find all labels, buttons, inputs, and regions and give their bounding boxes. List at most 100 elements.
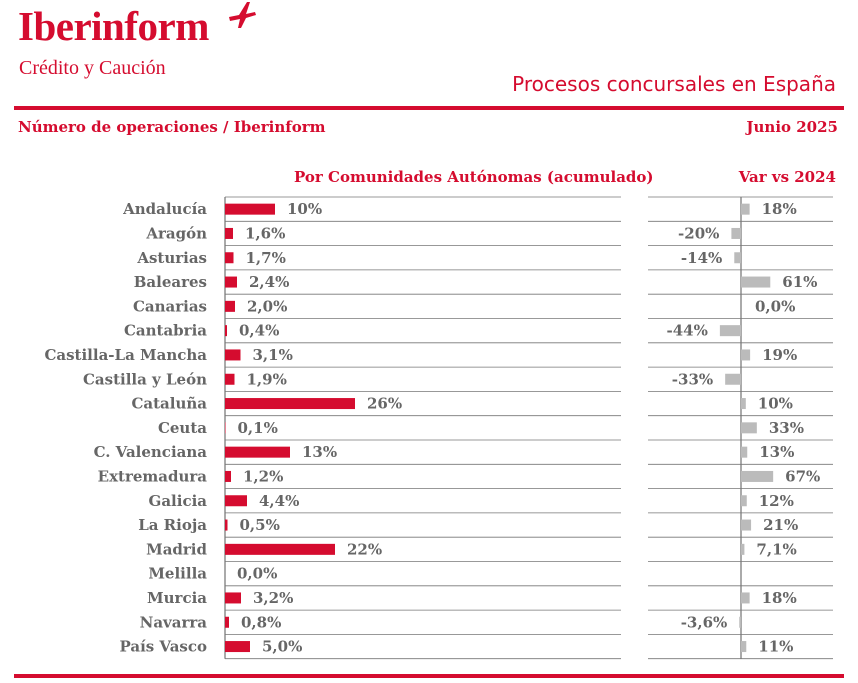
category-label: Aragón bbox=[145, 224, 207, 242]
share-value-label: 13% bbox=[302, 443, 337, 461]
variation-bar bbox=[741, 276, 771, 288]
category-label: Melilla bbox=[148, 565, 207, 583]
bottom-divider bbox=[14, 674, 844, 678]
share-bar bbox=[225, 422, 226, 434]
share-value-label: 0,5% bbox=[240, 516, 280, 534]
share-bar bbox=[225, 398, 355, 410]
share-value-label: 1,9% bbox=[247, 370, 287, 388]
variation-value-label: -20% bbox=[678, 224, 719, 242]
share-value-label: 26% bbox=[367, 395, 402, 413]
share-bar bbox=[225, 349, 241, 361]
share-bar bbox=[225, 519, 228, 531]
share-bar bbox=[225, 470, 231, 482]
variation-bar bbox=[734, 252, 741, 264]
plane-icon bbox=[229, 2, 256, 28]
variation-bar bbox=[741, 592, 750, 604]
page-subtitle: Número de operaciones / Iberinform bbox=[18, 118, 326, 136]
brand-logo: Iberinform bbox=[18, 3, 209, 49]
share-value-label: 3,2% bbox=[253, 589, 293, 607]
category-label: Andalucía bbox=[122, 200, 207, 218]
variation-value-label: 10% bbox=[758, 395, 793, 413]
variation-bar bbox=[741, 470, 774, 482]
variation-value-label: 12% bbox=[759, 492, 794, 510]
left-chart-title: Por Comunidades Autónomas (acumulado) bbox=[294, 168, 654, 186]
share-value-label: 0,0% bbox=[237, 565, 277, 583]
variation-value-label: 61% bbox=[782, 273, 817, 291]
share-bar bbox=[225, 227, 233, 239]
page-title: Procesos concursales en España bbox=[512, 72, 836, 96]
category-label: Cataluña bbox=[131, 395, 207, 413]
share-value-label: 2,4% bbox=[249, 273, 289, 291]
variation-value-label: 18% bbox=[762, 200, 797, 218]
variation-value-label: -33% bbox=[672, 370, 713, 388]
top-divider bbox=[14, 106, 844, 110]
share-bar bbox=[225, 543, 335, 555]
brand-tagline: Crédito y Caución bbox=[19, 57, 166, 79]
category-label: Extremadura bbox=[98, 467, 208, 485]
share-value-label: 22% bbox=[347, 540, 382, 558]
category-label: Asturias bbox=[136, 249, 207, 267]
variation-value-label: 13% bbox=[759, 443, 794, 461]
variation-bar bbox=[731, 227, 741, 239]
category-label: Cantabria bbox=[124, 322, 207, 340]
variation-bar bbox=[725, 373, 741, 385]
share-value-label: 1,2% bbox=[243, 467, 283, 485]
variation-bar bbox=[741, 349, 751, 361]
variation-value-label: -14% bbox=[681, 249, 722, 267]
category-label: Madrid bbox=[146, 540, 207, 558]
variation-value-label: 0,0% bbox=[755, 297, 795, 315]
share-value-label: 1,7% bbox=[246, 249, 286, 267]
category-label: Canarias bbox=[133, 297, 207, 315]
variation-bar bbox=[739, 616, 741, 628]
category-label: Murcia bbox=[147, 589, 207, 607]
category-label: Castilla-La Mancha bbox=[44, 346, 207, 364]
category-label: Galicia bbox=[149, 492, 208, 510]
share-value-label: 0,4% bbox=[239, 322, 279, 340]
category-label: Castilla y León bbox=[83, 370, 207, 388]
share-bar bbox=[225, 300, 235, 312]
variation-bar bbox=[741, 203, 750, 215]
variation-value-label: 7,1% bbox=[756, 540, 796, 558]
category-label: C. Valenciana bbox=[94, 443, 208, 461]
share-bar bbox=[225, 641, 250, 653]
right-chart-title: Var vs 2024 bbox=[738, 168, 836, 186]
share-value-label: 3,1% bbox=[253, 346, 293, 364]
category-label: Ceuta bbox=[158, 419, 207, 437]
variation-bar bbox=[741, 398, 746, 410]
variation-value-label: 18% bbox=[762, 589, 797, 607]
share-bar bbox=[225, 325, 227, 337]
variation-value-label: 33% bbox=[769, 419, 804, 437]
share-bar bbox=[225, 373, 235, 385]
variation-bar bbox=[741, 422, 757, 434]
share-bar bbox=[225, 616, 229, 628]
category-label: País Vasco bbox=[119, 638, 207, 656]
share-bar bbox=[225, 446, 290, 458]
variation-value-label: -44% bbox=[667, 322, 708, 340]
variation-value-label: 19% bbox=[762, 346, 797, 364]
variation-bar bbox=[741, 641, 747, 653]
share-bar bbox=[225, 495, 247, 507]
variation-bar bbox=[741, 543, 745, 555]
share-value-label: 0,1% bbox=[238, 419, 278, 437]
category-label: La Rioja bbox=[138, 516, 207, 534]
share-bar bbox=[225, 252, 234, 264]
category-label: Baleares bbox=[134, 273, 207, 291]
share-bar bbox=[225, 203, 275, 215]
report-date: Junio 2025 bbox=[746, 118, 838, 136]
variation-bar bbox=[741, 519, 752, 531]
share-value-label: 2,0% bbox=[247, 297, 287, 315]
variation-value-label: -3,6% bbox=[681, 613, 728, 631]
variation-bar bbox=[741, 495, 747, 507]
share-value-label: 5,0% bbox=[262, 638, 302, 656]
variation-bar bbox=[741, 446, 748, 458]
share-value-label: 10% bbox=[287, 200, 322, 218]
share-value-label: 4,4% bbox=[259, 492, 299, 510]
category-label: Navarra bbox=[140, 613, 208, 631]
share-bar bbox=[225, 592, 241, 604]
share-bar bbox=[225, 276, 237, 288]
variation-value-label: 67% bbox=[785, 467, 820, 485]
variation-value-label: 21% bbox=[763, 516, 798, 534]
variation-bar bbox=[719, 325, 741, 337]
share-value-label: 1,6% bbox=[245, 224, 285, 242]
